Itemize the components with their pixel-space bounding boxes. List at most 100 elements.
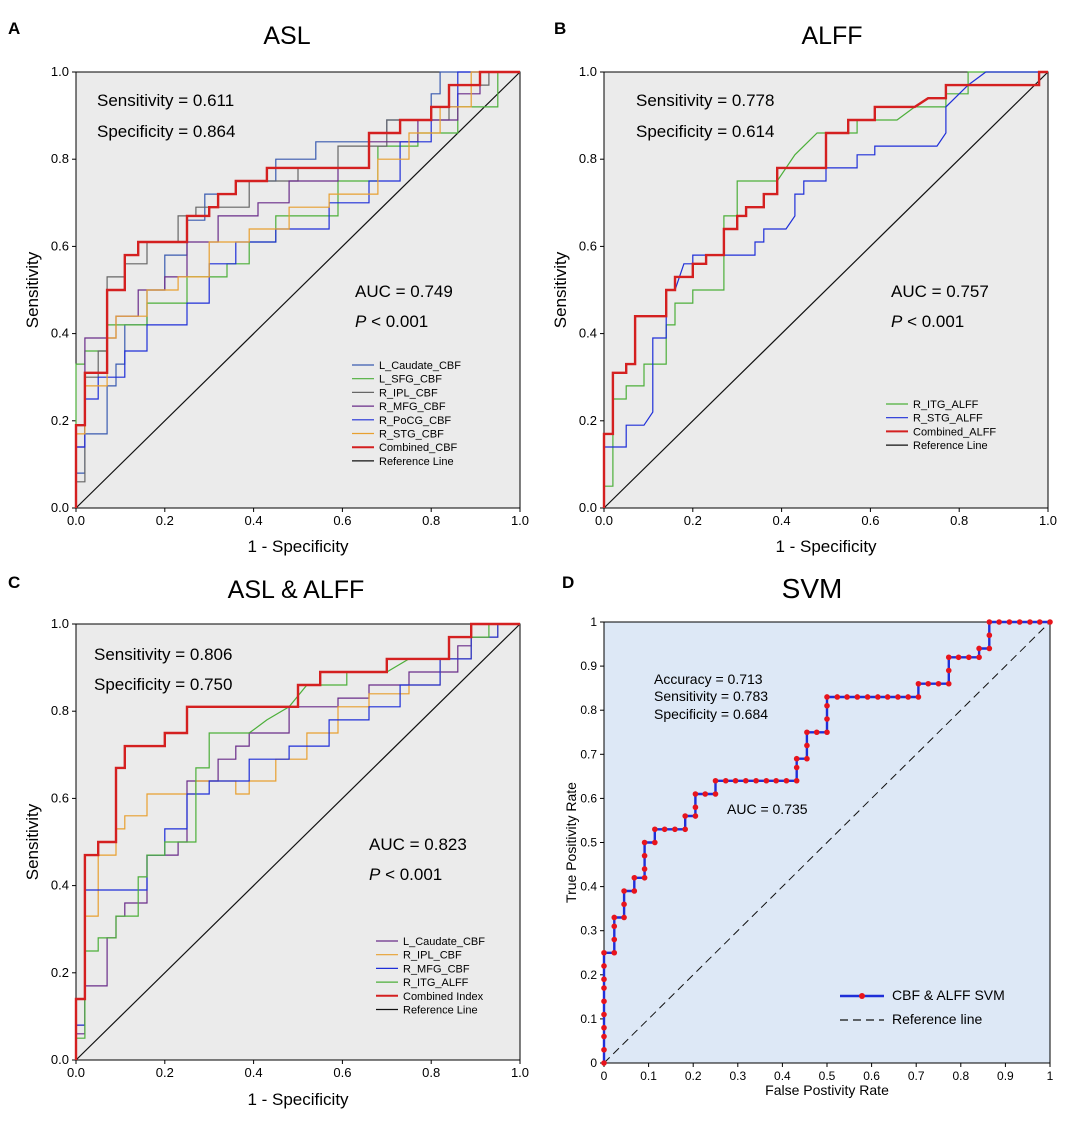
data-point <box>804 742 810 749</box>
series-line-combined-alff <box>602 70 1048 508</box>
data-point <box>621 888 627 894</box>
data-point <box>1036 619 1043 625</box>
data-point <box>621 901 627 908</box>
data-point <box>621 914 627 921</box>
series-line-r-pocg-cbf <box>75 71 520 508</box>
data-point <box>611 914 618 921</box>
x-tick-label: 0.2 <box>156 513 174 528</box>
data-point <box>915 680 922 687</box>
annotation-p-value: P < 0.001 <box>891 312 964 331</box>
chart-title: ASL <box>263 22 310 50</box>
annotation: Sensitivity = 0.611 <box>97 91 234 110</box>
annotation: AUC = 0.757 <box>891 282 989 301</box>
y-tick-label: 1.0 <box>51 616 69 631</box>
x-tick-label: 0 <box>601 1069 608 1083</box>
y-tick-label: 0.9 <box>580 659 597 673</box>
data-point <box>692 791 699 797</box>
y-tick-label: 0.2 <box>579 413 597 428</box>
chart-title: ASL & ALFF <box>228 576 365 604</box>
data-point <box>601 1046 607 1053</box>
series-line-r-stg-alff <box>603 71 1048 508</box>
legend-label: R_PoCG_CBF <box>379 415 451 427</box>
x-tick-label: 0.2 <box>156 1065 174 1080</box>
annotation: Specificity = 0.684 <box>654 706 768 722</box>
panel-letter: C <box>8 573 20 592</box>
x-tick-label: 0.4 <box>774 1069 791 1083</box>
legend-label: R_MFG_CBF <box>403 963 470 975</box>
data-point <box>652 839 658 846</box>
data-point <box>601 1011 607 1018</box>
data-point <box>895 694 901 700</box>
data-point <box>986 645 993 652</box>
x-tick-label: 0.6 <box>861 513 879 528</box>
data-point <box>875 694 881 700</box>
data-point <box>672 826 678 833</box>
legend-label: R_STG_CBF <box>379 429 444 441</box>
data-point <box>601 963 607 969</box>
y-tick-label: 0.8 <box>579 151 597 166</box>
legend: CBF & ALFF SVM Reference line <box>840 987 1005 1027</box>
x-tick-label: 0.2 <box>684 513 702 528</box>
x-tick-label: 0.0 <box>67 1065 85 1080</box>
data-point <box>743 777 749 784</box>
data-point <box>722 777 729 784</box>
data-point <box>844 694 850 700</box>
data-point <box>661 826 668 833</box>
panel-letter: D <box>562 573 574 592</box>
y-tick-label: 0.6 <box>51 790 69 805</box>
y-tick-label: 0 <box>590 1056 597 1070</box>
y-axis-label: True Positivity Rate <box>563 782 579 903</box>
x-tick-label: 0.6 <box>863 1069 880 1083</box>
x-tick-label: 0.4 <box>245 1065 263 1080</box>
y-tick-label: 0.0 <box>51 1052 69 1067</box>
data-point <box>601 998 607 1005</box>
data-point <box>976 645 982 652</box>
x-tick-label: 0.0 <box>67 513 85 528</box>
series-line-combined-cbf <box>74 70 520 508</box>
data-point <box>864 694 871 700</box>
y-tick-label: 1.0 <box>579 64 597 79</box>
annotation: Specificity = 0.614 <box>636 122 774 141</box>
legend-label: L_SFG_CBF <box>379 374 442 386</box>
data-point <box>966 654 972 661</box>
legend-label: Combined_CBF <box>379 442 458 454</box>
y-tick-label: 1.0 <box>51 64 69 79</box>
data-point <box>793 755 800 762</box>
x-axis-label: 1 - Specificity <box>247 1090 349 1109</box>
panel-b: B ALFF 0.00.0 0.2 0.2 0.4 0.4 0.6 0.6 0.8 0.8 1.0 1.… <box>551 19 1057 556</box>
data-point <box>601 1033 607 1040</box>
data-point <box>682 813 688 819</box>
data-point <box>945 654 952 661</box>
y-tick-label: 0.3 <box>580 924 597 938</box>
y-axis-label: Sensitivity <box>23 803 42 880</box>
x-tick-label: 0.7 <box>908 1069 925 1083</box>
legend-label: R_ITG_ALFF <box>403 977 469 989</box>
y-tick-label: 0.0 <box>579 500 597 515</box>
y-tick-label: 0.1 <box>580 1012 597 1026</box>
x-tick-label: 0.4 <box>245 513 263 528</box>
data-point <box>1006 619 1013 625</box>
data-point <box>601 949 607 956</box>
y-tick-label: 0.4 <box>579 326 597 341</box>
legend-label: R_IPL_CBF <box>403 950 462 962</box>
y-axis-label: Sensitivity <box>551 251 570 328</box>
annotation: AUC = 0.749 <box>355 282 453 301</box>
series-line-reference-line <box>603 621 1051 1064</box>
y-tick-label: 0.2 <box>51 965 69 980</box>
x-axis-label: False Postivity Rate <box>765 1082 889 1098</box>
y-tick-label: 0.4 <box>51 878 69 893</box>
legend-label: Reference Line <box>913 440 988 452</box>
y-axis-label: Sensitivity <box>23 251 42 328</box>
data-point <box>601 1024 607 1031</box>
y-tick-label: 0.6 <box>580 791 597 805</box>
annotation: Accuracy = 0.713 <box>654 671 763 687</box>
data-point <box>641 839 648 846</box>
panel-c: C ASL & ALFF 0.00.0 0.2 0.2 0.4 0.4 0.6 0.6 0.8 0.… <box>8 573 529 1109</box>
data-point <box>804 755 810 762</box>
legend-label: L_Caudate_CBF <box>379 360 461 372</box>
y-tick-label: 0.4 <box>580 880 597 894</box>
data-point <box>783 777 790 784</box>
data-point <box>601 976 607 983</box>
data-point <box>1016 619 1023 625</box>
